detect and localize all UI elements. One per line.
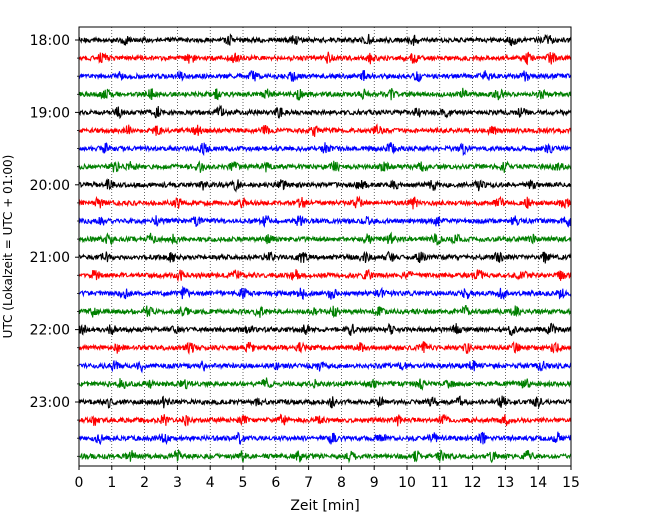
trace-2230 xyxy=(78,359,572,374)
x-tick-label: 13 xyxy=(496,475,514,491)
x-tick-label: 3 xyxy=(173,475,182,491)
trace-1800 xyxy=(78,33,572,47)
trace-1900 xyxy=(78,104,572,120)
x-tick-label: 15 xyxy=(562,475,580,491)
x-tick-label: 6 xyxy=(271,475,280,491)
trace-1830 xyxy=(78,70,572,83)
x-tick-label: 8 xyxy=(337,475,346,491)
trace-2145 xyxy=(78,305,572,318)
trace-1815 xyxy=(78,51,572,66)
trace-2115 xyxy=(78,268,572,283)
trace-2045 xyxy=(78,231,572,246)
y-tick-label: 20:00 xyxy=(30,178,70,194)
y-axis: 18:00 19:00 20:00 21:00 22:00 23:00 xyxy=(30,33,79,457)
x-tick-label: 12 xyxy=(464,475,482,491)
trace-1845 xyxy=(78,87,572,101)
y-tick-label: 18:00 xyxy=(30,33,70,49)
x-tick-label: 7 xyxy=(304,475,313,491)
trace-2100 xyxy=(78,250,572,264)
y-tick-label: 21:00 xyxy=(30,250,70,266)
x-tick-label: 14 xyxy=(529,475,547,491)
x-tick-label: 0 xyxy=(75,475,84,491)
trace-2200 xyxy=(78,322,572,337)
x-tick-label: 1 xyxy=(107,475,116,491)
traces xyxy=(78,33,572,464)
y-tick-label: 23:00 xyxy=(30,395,70,411)
trace-1945 xyxy=(78,160,572,173)
x-tick-label: 4 xyxy=(206,475,215,491)
x-tick-label: 11 xyxy=(431,475,449,491)
trace-2015 xyxy=(78,195,572,210)
trace-2030 xyxy=(78,215,572,228)
x-tick-label: 9 xyxy=(370,475,379,491)
x-axis: 0 1 2 3 4 5 6 7 8 9 10 11 12 13 14 15 xyxy=(75,466,580,491)
trace-2130 xyxy=(78,285,572,301)
trace-2245 xyxy=(78,377,572,391)
trace-2215 xyxy=(78,340,572,356)
axes-frame xyxy=(78,26,572,467)
x-tick-label: 10 xyxy=(398,475,416,491)
x-axis-label: Zeit [min] xyxy=(290,498,359,514)
x-tick-label: 5 xyxy=(239,475,248,491)
trace-1915 xyxy=(78,123,572,137)
x-tick-label: 2 xyxy=(140,475,149,491)
trace-2315 xyxy=(78,413,572,427)
y-tick-label: 19:00 xyxy=(30,105,70,121)
y-tick-label: 22:00 xyxy=(30,323,70,339)
trace-2330 xyxy=(78,431,572,446)
trace-2000 xyxy=(78,177,572,193)
plot-area xyxy=(79,27,571,466)
trace-2300 xyxy=(78,395,572,410)
y-axis-label: UTC (Lokalzeit = UTC + 01:00) xyxy=(1,155,15,339)
trace-2345 xyxy=(78,448,572,464)
trace-1930 xyxy=(78,141,572,157)
